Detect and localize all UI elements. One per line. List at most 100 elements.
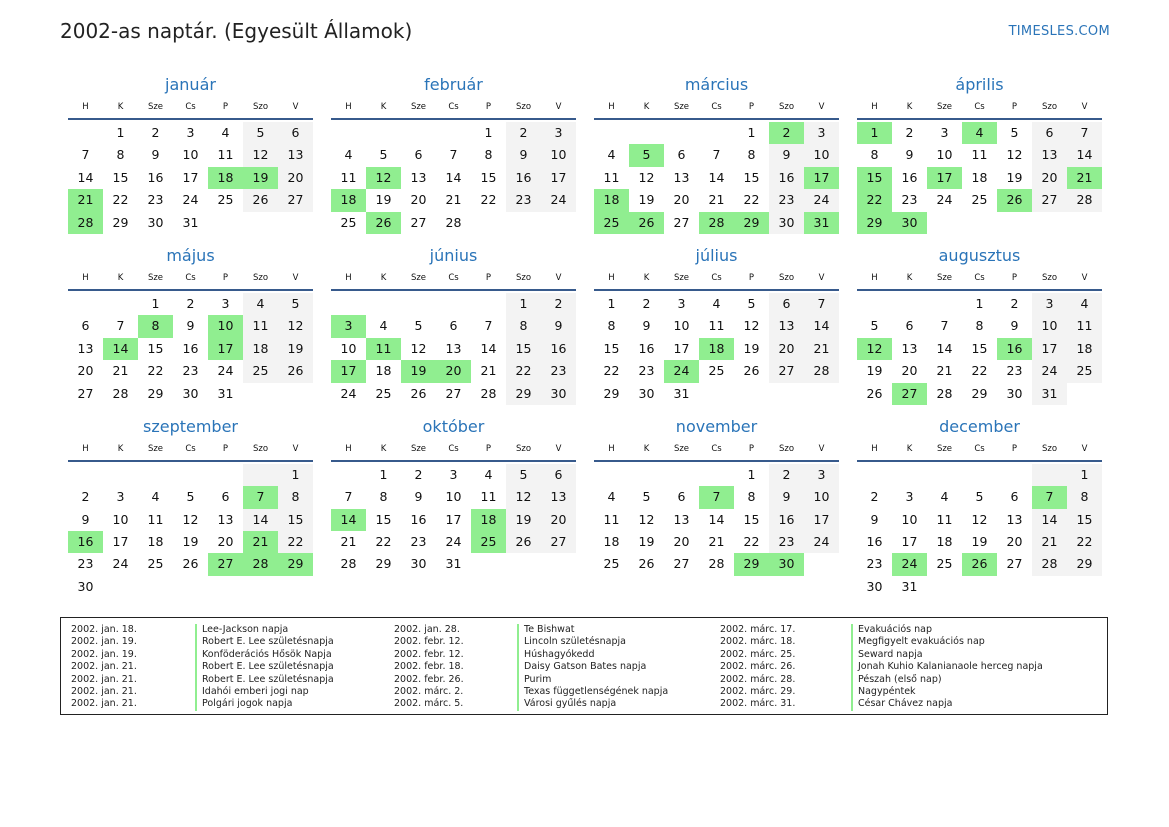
- holiday-day-cell: 14: [331, 508, 366, 532]
- day-cell: 21: [445, 192, 462, 208]
- site-link[interactable]: TIMESLES.COM: [1008, 24, 1110, 39]
- holiday-date: 2002. jan. 19.: [71, 636, 137, 648]
- day-cell: 20: [1006, 534, 1023, 550]
- day-cell: 14: [936, 340, 953, 356]
- holiday-day-cell: 27: [892, 382, 927, 405]
- holiday-day-cell: 8: [138, 315, 173, 338]
- day-cell: 2: [870, 489, 879, 505]
- day-cell: 11: [340, 169, 357, 185]
- weekday-label: H: [82, 102, 89, 112]
- day-cell: 30: [147, 214, 164, 230]
- holiday-date: 2002. jan. 21.: [71, 673, 137, 685]
- day-cell: 16: [769, 508, 804, 532]
- day-cell: 23: [77, 556, 94, 572]
- empty-day-cell: [173, 464, 208, 486]
- weekday-header: H K Sze Cs P Szo V: [594, 438, 839, 462]
- holiday-day-cell: 3: [331, 315, 366, 338]
- weekday-label: Szo: [252, 443, 269, 454]
- day-cell: 18: [936, 534, 953, 550]
- day-cell: 24: [112, 556, 129, 572]
- day-cell: 9: [769, 144, 804, 167]
- day-cell: 5: [414, 318, 423, 334]
- day-cell: 12: [638, 511, 655, 527]
- day-cell: 21: [112, 363, 129, 379]
- month-name: december: [939, 416, 1020, 436]
- day-cell: 31: [1032, 382, 1067, 405]
- day-cell: 5: [379, 147, 388, 163]
- day-cell: 19: [506, 508, 541, 532]
- month-calendar: március H K Sze Cs P Szo V 1 2 3 4 5 6 7 8 9 10 11 12 13 14 15…: [594, 74, 839, 234]
- day-cell: 10: [445, 489, 462, 505]
- day-cell: 13: [77, 340, 94, 356]
- day-cell: 17: [673, 340, 690, 356]
- day-cell: 13: [901, 340, 918, 356]
- day-cell: 2: [506, 122, 541, 145]
- day-cell: 24: [217, 363, 234, 379]
- empty-day-cell: [366, 122, 401, 144]
- month-calendar: december H K Sze Cs P Szo V 1 2 3 4 5 6 7 8 9 10 11 12 13 14 1…: [857, 416, 1102, 598]
- day-cell: 16: [901, 169, 918, 185]
- holiday-day-cell: 26: [962, 553, 997, 576]
- month-calendar: május H K Sze Cs P Szo V 1 2 3 4 5 6 7 8 9 10 11 12 13 14 15 16…: [68, 245, 313, 405]
- weekday-label: Sze: [147, 102, 164, 112]
- day-cell: 22: [480, 192, 497, 208]
- day-cell: 24: [182, 192, 199, 208]
- day-cell: 9: [414, 489, 423, 505]
- day-cell: 24: [936, 192, 953, 208]
- day-cell: 25: [375, 385, 392, 401]
- weekday-label: K: [380, 443, 387, 454]
- weekday-label: P: [222, 272, 229, 283]
- day-cell: 27: [673, 214, 690, 230]
- weekday-label: V: [1081, 272, 1088, 283]
- day-cell: 8: [484, 147, 493, 163]
- weekday-label: P: [748, 102, 755, 112]
- day-cell: 17: [112, 534, 129, 550]
- day-cell: 9: [905, 147, 914, 163]
- day-grid: 1 2 3 4 5 6 7 8 9 10 11 12 13 14 15 16 17 18 19 20 21 22 23 24 2…: [68, 463, 313, 598]
- holiday-day-cell: 29: [278, 553, 313, 576]
- day-cell: 14: [480, 340, 497, 356]
- weekday-label: Sze: [936, 102, 953, 112]
- weekday-label: Sze: [673, 102, 690, 112]
- day-cell: 9: [186, 318, 195, 334]
- day-cell: 1: [747, 466, 756, 482]
- day-cell: 10: [340, 340, 357, 356]
- holiday-day-cell: 10: [208, 315, 243, 338]
- weekday-label: Cs: [711, 443, 722, 454]
- weekday-header: H K Sze Cs P Szo V: [857, 96, 1102, 120]
- day-cell: 8: [747, 147, 756, 163]
- day-cell: 28: [708, 556, 725, 572]
- empty-day-cell: [857, 464, 892, 486]
- weekday-label: P: [748, 272, 755, 283]
- weekday-label: Sze: [673, 272, 690, 283]
- holiday-date: 2002. febr. 12.: [394, 636, 464, 648]
- empty-day-cell: [664, 122, 699, 144]
- weekday-label: Sze: [147, 443, 164, 454]
- day-cell: 13: [541, 486, 576, 509]
- empty-day-cell: [962, 464, 997, 486]
- weekday-header: H K Sze Cs P Szo V: [857, 438, 1102, 462]
- day-cell: 22: [112, 192, 129, 208]
- day-cell: 6: [769, 292, 804, 316]
- weekday-label: P: [485, 272, 492, 283]
- weekday-label: P: [1011, 272, 1018, 283]
- page-title: 2002-as naptár. (Egyesült Államok): [60, 19, 413, 43]
- weekday-label: H: [871, 102, 878, 112]
- month-calendar: november H K Sze Cs P Szo V 1 2 3 4 5 6 7 8 9 10 11 12 13 14 1…: [594, 416, 839, 598]
- day-cell: 10: [804, 486, 839, 509]
- day-cell: 20: [673, 192, 690, 208]
- day-cell: 21: [708, 192, 725, 208]
- day-cell: 7: [484, 318, 493, 334]
- holiday-day-cell: 28: [243, 553, 278, 576]
- day-cell: 17: [182, 169, 199, 185]
- day-cell: 9: [81, 511, 90, 527]
- holiday-date: 2002. jan. 21.: [71, 685, 137, 697]
- month-calendar: február H K Sze Cs P Szo V 1 2 3 4 5 6 7 8 9 10 11 12 13 14 15…: [331, 74, 576, 234]
- day-cell: 5: [506, 463, 541, 487]
- day-cell: 19: [375, 192, 392, 208]
- weekday-label: H: [345, 443, 352, 454]
- holiday-date: 2002. márc. 26.: [720, 661, 796, 673]
- day-cell: 28: [340, 556, 357, 572]
- holiday-day-cell: 19: [401, 360, 436, 383]
- day-cell: 2: [769, 463, 804, 487]
